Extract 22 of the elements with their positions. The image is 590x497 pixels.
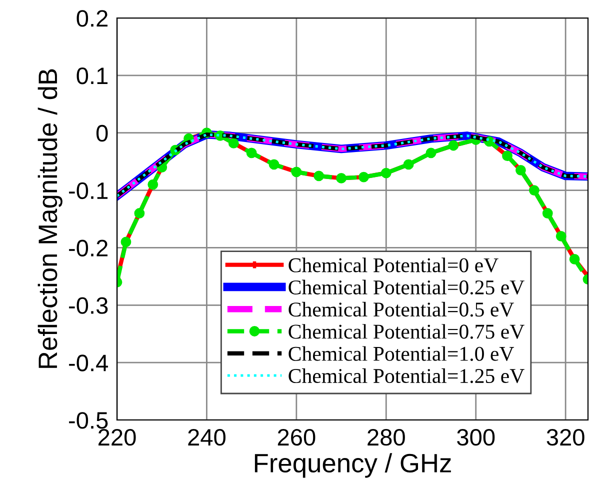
x-tick-label: 320 [546, 428, 584, 446]
x-tick-label: 240 [188, 428, 226, 446]
y-tick-label: -0.5 [69, 412, 108, 429]
y-tick-label: 0.1 [76, 67, 108, 84]
y-tick-label: -0.1 [69, 182, 108, 200]
y-tick-label: -0.3 [69, 297, 108, 314]
legend-label: Chemical Potential=1.0 eV [288, 346, 514, 361]
legend-label: Chemical Potential=0.25 eV [288, 280, 524, 295]
x-tick-label: 260 [278, 428, 316, 446]
legend-label: Chemical Potential=0.5 eV [288, 302, 514, 317]
x-tick-label: 220 [98, 428, 136, 446]
y-axis-title: Reflection Magnitude / dB [38, 69, 62, 368]
y-tick-label: -0.4 [69, 354, 108, 372]
x-tick-label: 300 [457, 428, 495, 446]
legend-label: Chemical Potential=0.75 eV [288, 324, 524, 339]
x-tick-label: 280 [368, 428, 405, 446]
y-tick-label: -0.2 [69, 240, 108, 256]
y-tick-label: 0.2 [76, 10, 108, 27]
legend-label: Chemical Potential=1.25 eV [288, 368, 524, 384]
y-tick-label: 0 [96, 124, 108, 142]
legend-label: Chemical Potential=0 eV [288, 258, 498, 272]
x-axis-title: Frequency / GHz [254, 453, 451, 478]
